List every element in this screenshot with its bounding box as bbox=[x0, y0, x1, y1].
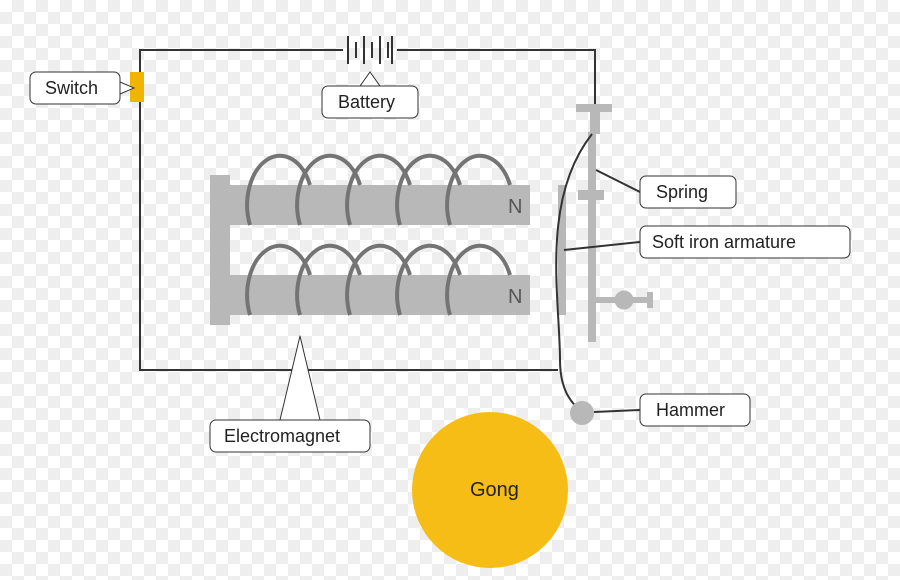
pole-label-bot: N bbox=[508, 286, 522, 308]
pole-label-top: N bbox=[508, 196, 522, 218]
electromagnet-label: Electromagnet bbox=[224, 426, 340, 446]
hammer-label: Hammer bbox=[656, 400, 725, 420]
switch-label: Switch bbox=[45, 78, 98, 98]
electromagnet-callout: Electromagnet bbox=[210, 336, 370, 452]
battery-label: Battery bbox=[338, 92, 395, 112]
spring-callout: Spring bbox=[596, 170, 736, 208]
contact-post-icon bbox=[576, 104, 612, 134]
armature-callout: Soft iron armature bbox=[564, 226, 850, 258]
gong-label: Gong bbox=[470, 479, 519, 501]
spring-icon bbox=[588, 132, 596, 342]
hammer-callout: Hammer bbox=[594, 394, 750, 426]
spring-mount-icon bbox=[578, 190, 604, 200]
armature-label: Soft iron armature bbox=[652, 232, 796, 252]
hammer-icon bbox=[570, 401, 594, 425]
diagram-canvas: N N G bbox=[0, 0, 900, 580]
switch-callout: Switch bbox=[30, 72, 134, 104]
spring-label: Spring bbox=[656, 182, 708, 202]
battery-callout: Battery bbox=[322, 72, 418, 118]
battery-icon bbox=[348, 36, 392, 64]
pivot-icon bbox=[596, 291, 652, 309]
electromagnet-icon: N N bbox=[210, 156, 530, 325]
